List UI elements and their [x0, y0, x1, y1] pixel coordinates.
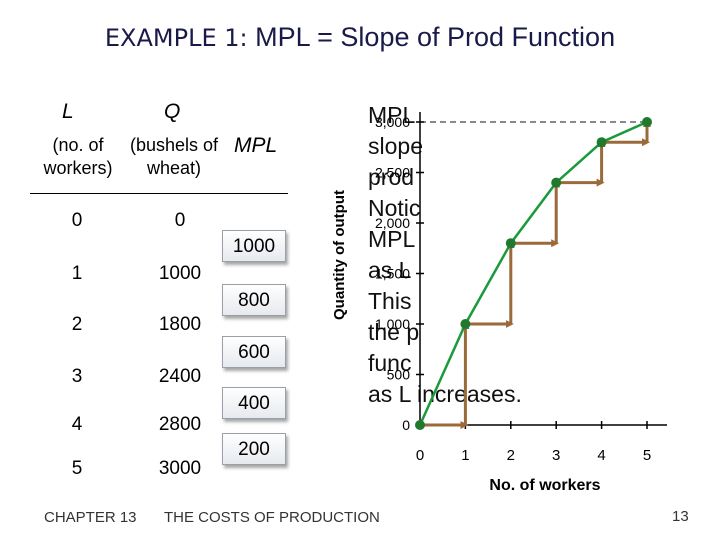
x-axis-label: No. of workers: [489, 477, 600, 494]
cell-Q: 1800: [158, 314, 202, 335]
x-tick-label: 3: [552, 447, 560, 464]
data-point: [551, 177, 562, 188]
note-line: the p: [368, 319, 420, 345]
production-function-chart: 0 500 1,000 1,500 2,000 2,500 3,000 0 1 2 3 4 5 Quan…: [331, 112, 667, 494]
column-header-Q: Q: [164, 100, 181, 123]
footer-subject: THE COSTS OF PRODUCTION: [164, 509, 380, 526]
y-tick-label: 500: [387, 367, 411, 383]
mpl-box: 200: [222, 433, 286, 465]
note-line: Notic: [368, 195, 421, 221]
cell-L: 0: [71, 210, 83, 231]
cell-Q: 3000: [158, 458, 202, 479]
x-tick-label: 5: [643, 447, 651, 464]
cell-Q: 2400: [158, 366, 202, 387]
page-number: 13: [672, 508, 689, 525]
y-tick-label: 2,500: [375, 165, 410, 181]
cell-L: 2: [71, 314, 83, 335]
y-tick-label: 3,000: [375, 114, 410, 130]
data-point: [415, 420, 425, 430]
mpl-box: 600: [222, 336, 286, 368]
note-line: MPL: [368, 102, 416, 128]
table-divider: [30, 193, 288, 194]
data-point: [642, 117, 652, 127]
note-line: slope: [368, 133, 423, 159]
cell-Q: 2800: [158, 414, 202, 435]
slide-title: EXAMPLE 1: MPL = Slope of Prod Function: [0, 22, 720, 53]
mpl-steps: [420, 119, 651, 429]
column-header-MPL: MPL: [234, 134, 278, 157]
y-tick-label: 1,500: [375, 266, 410, 282]
note-line: This: [368, 288, 412, 314]
note-line: as L: [368, 257, 412, 283]
footer-chapter: CHAPTER 13: [44, 509, 137, 526]
x-tick-label: 0: [416, 447, 424, 464]
cell-L: 1: [71, 263, 83, 284]
cell-L: 5: [71, 458, 83, 479]
mpl-box: 1000: [222, 230, 286, 262]
mpl-box: 800: [222, 284, 286, 316]
production-curve: [418, 120, 648, 426]
data-point: [505, 238, 516, 249]
production-line: [418, 120, 648, 426]
title-text: MPL = Slope of Prod Function: [255, 22, 616, 52]
note-line: prod: [368, 164, 415, 190]
y-axis-label: Quantity of output: [331, 190, 348, 320]
note-line: MPL: [368, 226, 416, 252]
cell-L: 3: [71, 366, 83, 387]
cell-Q: 1000: [158, 263, 202, 284]
notes-text: MPL slope prod Notic MPL as L This the p…: [368, 100, 522, 410]
y-tick-label: 2,000: [375, 215, 410, 231]
column-sub-Q: (bushels of wheat): [129, 135, 219, 178]
tick-labels: 0 500 1,000 1,500 2,000 2,500 3,000 0 1 2 3 4 5: [375, 114, 651, 464]
data-points: [415, 117, 652, 430]
chart-axes: [416, 112, 667, 429]
note-line: func: [368, 350, 412, 376]
y-tick-label: 0: [402, 417, 410, 433]
x-tick-label: 1: [461, 447, 469, 464]
column-sub-L: (no. of workers): [43, 135, 113, 178]
x-tick-label: 4: [597, 447, 605, 464]
y-tick-label: 1,000: [375, 316, 410, 332]
data-point: [460, 319, 471, 329]
note-line: as L increases.: [368, 381, 522, 407]
column-header-L: L: [62, 100, 74, 123]
cell-L: 4: [71, 414, 83, 435]
data-point: [596, 137, 607, 148]
mpl-box: 400: [222, 387, 286, 419]
x-tick-label: 2: [507, 447, 515, 464]
title-prefix: EXAMPLE 1:: [104, 24, 248, 52]
cell-Q: 0: [174, 210, 186, 231]
